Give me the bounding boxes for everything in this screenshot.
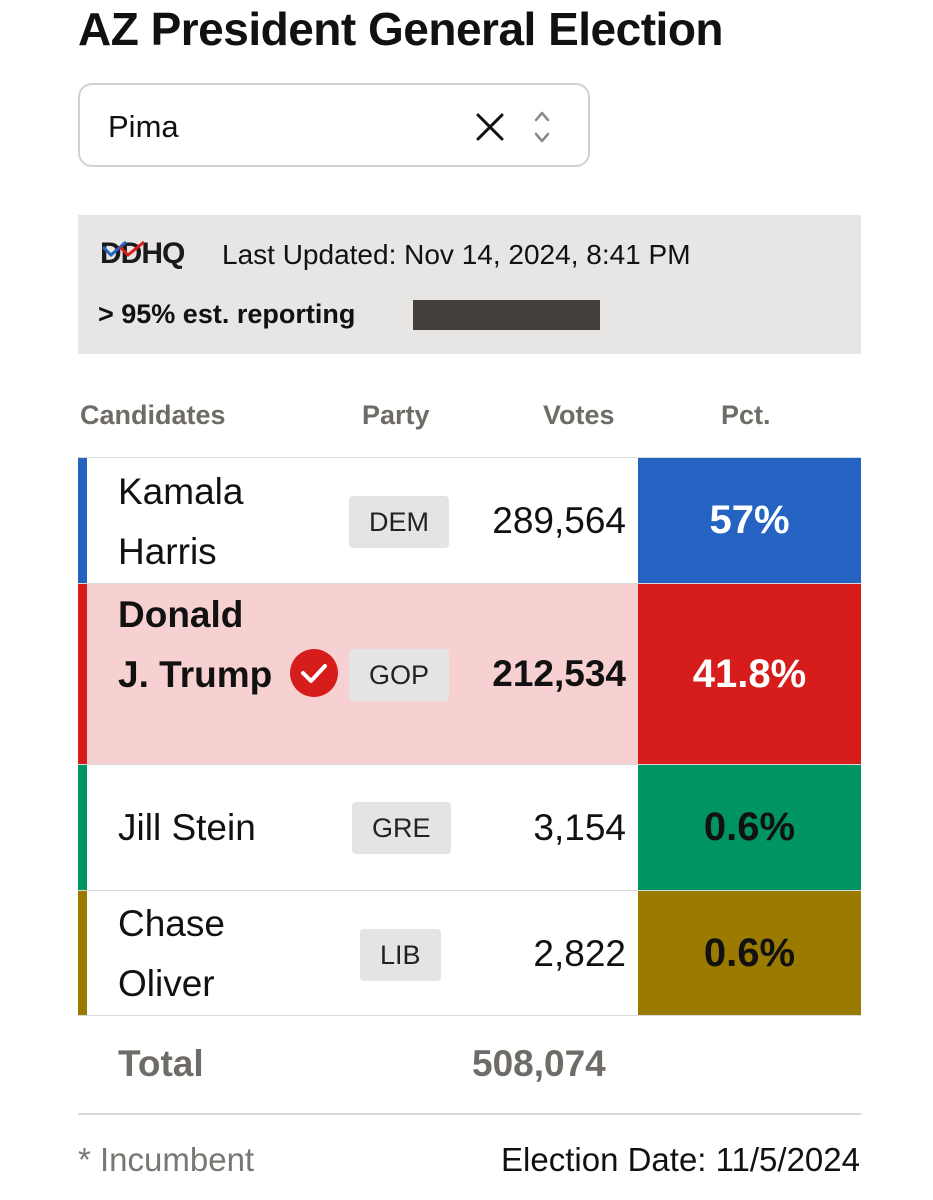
candidate-row-stein: Jill Stein GRE 3,154 0.6% [78,764,861,890]
candidate-pct: 0.6% [638,891,861,1016]
winner-check-icon [290,649,338,697]
header-pct: Pct. [721,400,771,430]
party-color-stripe [78,458,87,583]
ddhq-logo: DDHQ [100,237,200,271]
party-badge: GOP [349,649,450,701]
candidate-pct: 57% [638,458,861,583]
party-color-stripe [78,891,87,1016]
party-color-stripe [78,584,87,764]
chevron-updown-icon[interactable] [532,107,552,147]
party-color-stripe [78,765,87,890]
election-date: Election Date: 11/5/2024 [501,1141,860,1178]
reporting-progress-bar [413,300,610,330]
candidate-name: Chase Oliver [118,903,225,1004]
total-label: Total [118,1043,204,1084]
header-party: Party [362,400,430,430]
header-candidates: Candidates [80,400,226,430]
page-title: AZ President General Election [78,3,724,55]
candidate-row-harris: Kamala Harris DEM 289,564 57% [78,457,861,583]
candidate-row-trump: Donald J. Trump GOP 212,534 41.8% [78,583,861,764]
reporting-status: > 95% est. reporting [98,299,356,329]
header-votes: Votes [543,400,615,430]
candidate-votes: 3,154 [533,807,626,848]
party-badge: DEM [349,496,449,548]
party-badge: GRE [352,802,451,854]
candidate-name: Jill Stein [118,807,256,848]
county-select[interactable]: Pima [78,83,590,167]
reporting-progress-fill [413,300,601,330]
results-info-panel: DDHQ Last Updated: Nov 14, 2024, 8:41 PM… [78,215,861,354]
candidate-votes: 2,822 [533,933,626,974]
close-icon[interactable] [472,109,508,145]
total-votes: 508,074 [472,1043,606,1084]
candidate-name: Kamala Harris [118,471,244,572]
candidate-row-oliver: Chase Oliver LIB 2,822 0.6% [78,890,861,1016]
county-select-value: Pima [108,109,179,144]
party-badge: LIB [360,929,441,981]
candidate-pct: 0.6% [638,765,861,890]
candidate-name: Donald J. Trump [118,594,273,695]
total-divider [78,1113,861,1115]
candidate-votes: 212,534 [492,653,626,694]
last-updated: Last Updated: Nov 14, 2024, 8:41 PM [222,239,691,270]
checkmark-logo-icon [101,240,145,258]
candidate-votes: 289,564 [492,500,626,541]
table-divider [78,1015,861,1016]
candidate-pct: 41.8% [638,584,861,764]
incumbent-note: * Incumbent [78,1141,255,1178]
